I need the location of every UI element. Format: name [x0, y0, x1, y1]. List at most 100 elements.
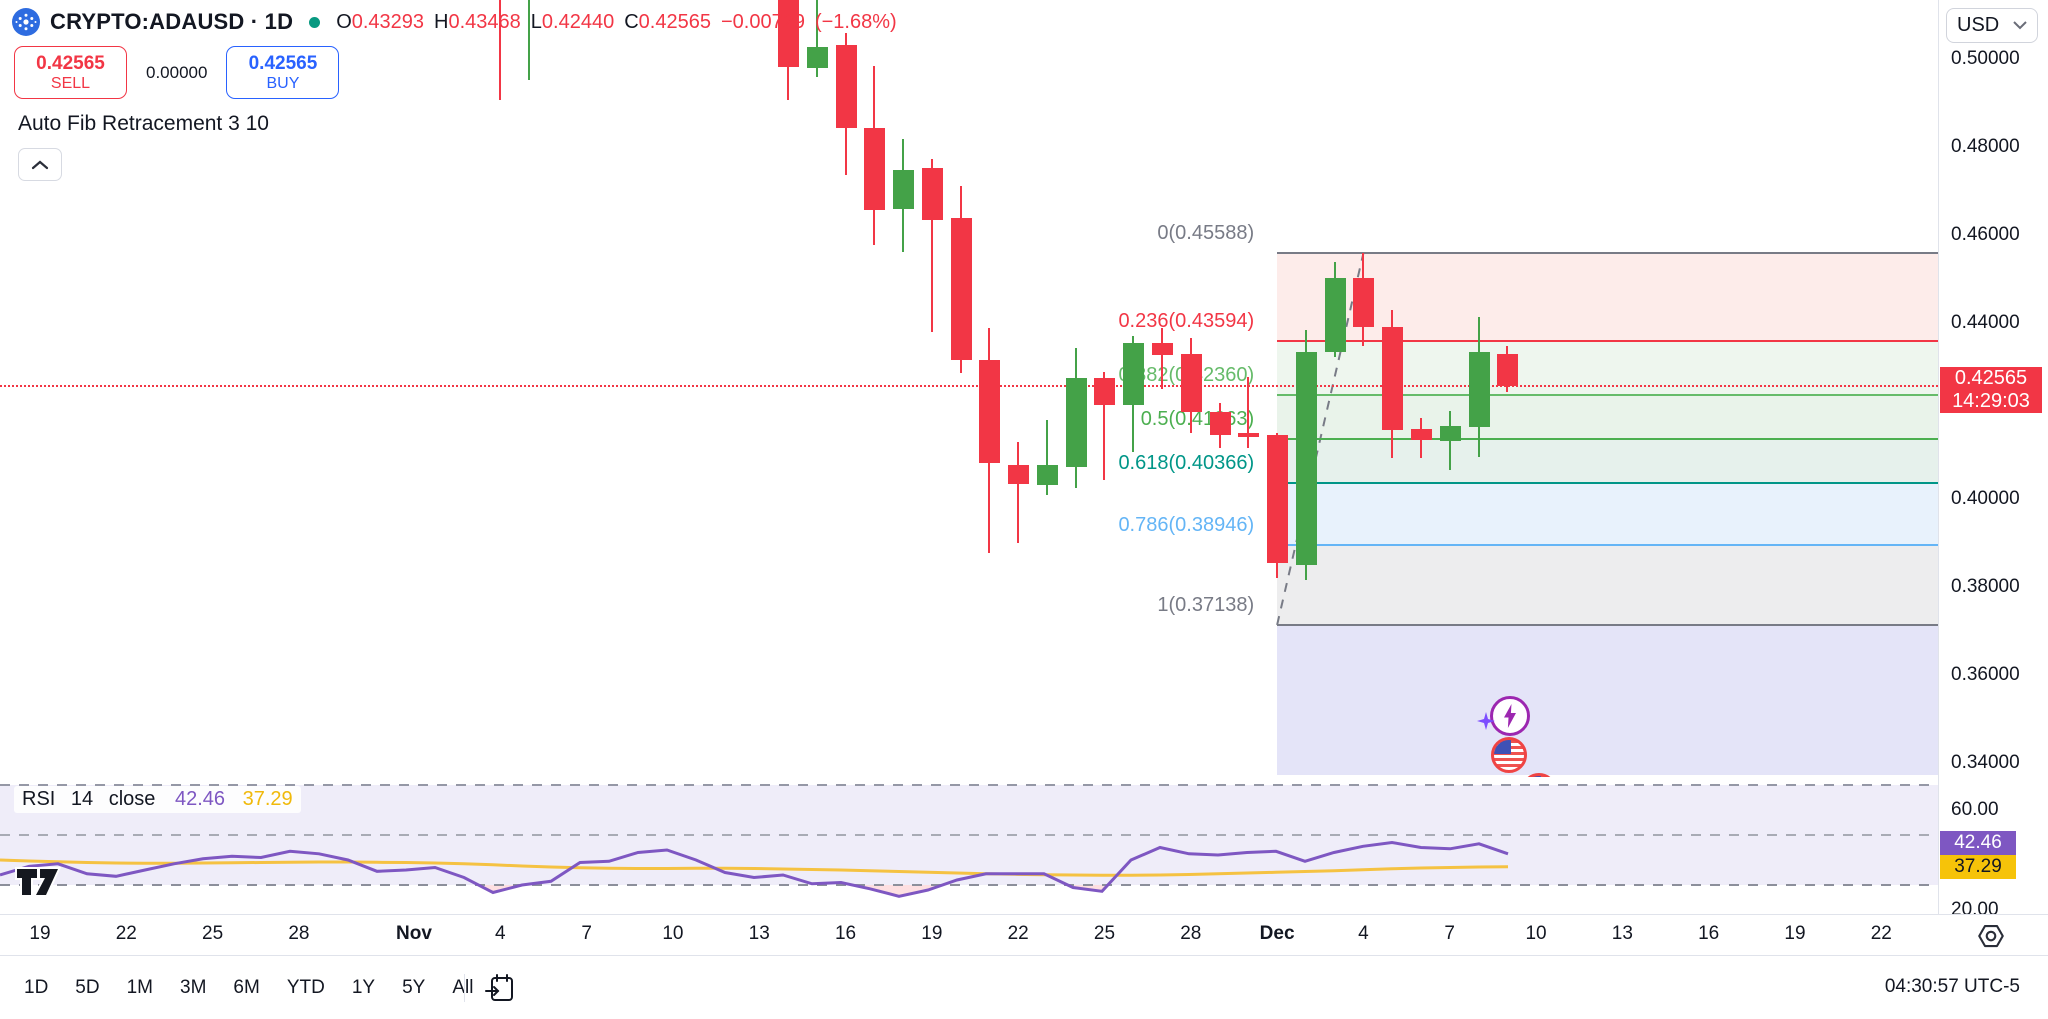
price-axis[interactable]: USD 0.50000 0.48000 0.46000 0.44000 0.40000 0…	[1938, 0, 2048, 920]
candle[interactable]	[778, 0, 800, 67]
ai-spark-event-icon[interactable]	[1490, 696, 1530, 736]
time-axis-label: 22	[115, 923, 137, 944]
fib-level-line-1[interactable]	[1277, 623, 1938, 626]
time-axis-label: 28	[1180, 923, 1202, 944]
tradingview-logo[interactable]	[14, 863, 62, 902]
clock[interactable]: 04:30:57 UTC-5	[1884, 976, 2020, 997]
candle[interactable]	[1209, 411, 1231, 436]
fib-level-label-1: 1(0.37138)	[1157, 593, 1255, 616]
fib-level-line-0.382[interactable]	[1277, 394, 1938, 397]
time-axis-label: 25	[1093, 923, 1116, 944]
candle[interactable]	[1497, 354, 1519, 387]
rsi-pane[interactable]: RSI 14 close 42.46 37.29	[0, 777, 1938, 914]
candle[interactable]	[1152, 342, 1174, 356]
fib-level-line-0.236[interactable]	[1277, 339, 1938, 342]
rsi-value: 42.46	[174, 788, 226, 810]
symbol-title[interactable]: CRYPTO:ADAUSD · 1D	[50, 9, 294, 34]
price-axis-label: 0.36000	[1951, 664, 2020, 685]
range-button-all[interactable]: All	[452, 976, 474, 998]
sell-price: 0.42565	[36, 52, 105, 74]
range-button-1y[interactable]: 1Y	[351, 976, 376, 998]
candle[interactable]	[1353, 278, 1375, 328]
candle[interactable]	[835, 44, 857, 129]
candle[interactable]	[1267, 435, 1289, 564]
candle[interactable]	[1065, 378, 1087, 467]
candle[interactable]	[1008, 464, 1030, 485]
rsi-line[interactable]	[0, 840, 1509, 898]
rsi-legend[interactable]: RSI 14 close 42.46 37.29	[14, 786, 301, 813]
fib-level-line-0[interactable]	[1277, 252, 1938, 255]
candle[interactable]	[864, 128, 886, 210]
candle-wick	[815, 0, 818, 77]
fib-level-label-0: 0(0.45588)	[1157, 222, 1255, 245]
candle[interactable]	[979, 359, 1001, 463]
us-flag-event-icon[interactable]	[1491, 737, 1527, 773]
change-value: −0.00729	[720, 10, 805, 33]
sell-button[interactable]: 0.42565 SELL	[14, 46, 127, 99]
cardano-logo-icon[interactable]	[12, 8, 40, 36]
candle[interactable]	[1439, 425, 1461, 441]
fib-band-0	[1277, 253, 1938, 341]
candle[interactable]	[950, 217, 972, 360]
axis-settings-gear-icon[interactable]	[1976, 921, 2006, 956]
candle[interactable]	[1180, 353, 1202, 412]
candle[interactable]	[893, 169, 915, 210]
candle[interactable]	[1036, 464, 1058, 485]
low-value: 0.42440	[541, 10, 615, 33]
time-axis-label: 7	[581, 923, 592, 944]
go-to-date-button[interactable]	[484, 972, 516, 1009]
time-axis-label: 4	[1358, 923, 1369, 944]
rsi-plot	[0, 784, 1938, 898]
range-button-5y[interactable]: 5Y	[402, 976, 426, 998]
open-value: 0.43293	[351, 10, 425, 33]
buy-button[interactable]: 0.42565 BUY	[226, 46, 340, 99]
candle[interactable]	[806, 47, 828, 68]
time-axis-label: 19	[29, 923, 51, 944]
time-axis[interactable]: 19 22 25 28 Nov 4 7 10 13 16 19 22 25 28 Dec 4 7 10 13 16 19…	[0, 914, 2048, 955]
ohlc-values: O0.43293 H0.43468 L0.42440 C0.42565 −0.00729…	[336, 10, 897, 33]
rsi-params: 14	[70, 788, 94, 810]
candle-wick	[528, 0, 531, 81]
range-button-6m[interactable]: 6M	[233, 976, 260, 998]
price-axis-label: 0.48000	[1951, 136, 2020, 157]
chevron-down-icon	[2013, 21, 2027, 30]
candle-wick	[1161, 327, 1164, 389]
price-axis-label: 0.44000	[1951, 312, 2020, 333]
range-button-3m[interactable]: 3M	[180, 976, 207, 998]
candle[interactable]	[1324, 278, 1346, 353]
spread-value: 0.00000	[146, 62, 208, 82]
time-axis-label: Dec	[1259, 923, 1295, 944]
currency-selector[interactable]: USD	[1946, 8, 2038, 43]
candle[interactable]	[921, 168, 943, 221]
candle[interactable]	[1468, 352, 1490, 427]
range-button-ytd[interactable]: YTD	[286, 976, 325, 998]
rsi-ma-value-tag: 37.29	[1940, 855, 2016, 879]
rsi-ma-line[interactable]	[0, 858, 1509, 877]
fib-trendline-layer	[1276, 252, 1365, 626]
fib-level-line-0.618[interactable]	[1277, 481, 1938, 484]
candle[interactable]	[1295, 352, 1317, 565]
indicator-title[interactable]: Auto Fib Retracement 3 10	[18, 112, 269, 135]
candle[interactable]	[1410, 429, 1432, 440]
range-button-1d[interactable]: 1D	[24, 976, 49, 998]
fib-level-line-0.5[interactable]	[1277, 438, 1938, 441]
candle[interactable]	[1094, 378, 1116, 405]
candle[interactable]	[1238, 433, 1260, 438]
time-axis-label: 22	[1870, 923, 1892, 944]
time-axis-label: 7	[1444, 923, 1456, 944]
time-axis-label: 28	[288, 923, 310, 944]
candle[interactable]	[1123, 342, 1145, 405]
candle[interactable]	[1382, 326, 1404, 431]
toolbar-divider	[464, 974, 465, 1002]
time-axis-label: 4	[495, 923, 506, 944]
price-pane[interactable]: 0(0.45588)0.236(0.43594)0.382(0.42360)0.…	[0, 0, 1938, 777]
price-axis-label: 0.46000	[1951, 224, 2020, 245]
price-axis-label: 0.50000	[1951, 48, 2020, 69]
time-axis-label: 13	[1611, 923, 1633, 944]
range-button-5d[interactable]: 5D	[75, 976, 100, 998]
fib-level-line-0.786[interactable]	[1277, 544, 1938, 547]
range-button-1m[interactable]: 1M	[126, 976, 153, 998]
collapse-indicator-button[interactable]	[18, 148, 62, 181]
market-status-icon[interactable]	[309, 16, 321, 28]
time-axis-label: 10	[662, 923, 684, 944]
